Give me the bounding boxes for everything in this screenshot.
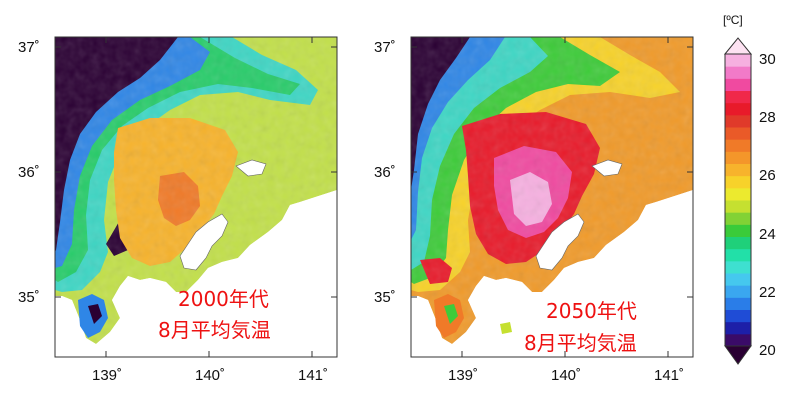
colorbar-cell: [725, 114, 751, 128]
x-axis: [105, 37, 313, 357]
x-tick-label: 141˚: [654, 367, 684, 384]
x-axis: [461, 37, 669, 357]
colorbar-cell: [725, 224, 751, 237]
colorbar-cell: [725, 139, 751, 152]
lake: [591, 159, 623, 177]
colorbar-unit-label: [ºC]: [723, 13, 743, 27]
map-caption-period: 2050年代: [546, 299, 637, 323]
colorbar-cell: [725, 175, 751, 189]
colorbar-cell: [725, 102, 751, 116]
map-frame: [54, 36, 338, 358]
colorbar-cell: [725, 236, 751, 250]
y-tick-label: 37˚: [18, 39, 40, 56]
colorbar-label: 22: [759, 284, 776, 301]
colorbar-cell: [725, 66, 751, 79]
map-caption-title: 8月平均気温: [524, 331, 637, 355]
x-tick-label: 139˚: [448, 367, 478, 384]
x-tick-label: 141˚: [298, 367, 328, 384]
colorbar: [ºC] 30 28 26 24 22 20: [723, 13, 776, 365]
colorbar-cells: [725, 54, 751, 347]
colorbar-cell: [725, 54, 751, 67]
lake: [235, 159, 267, 177]
colorbar-cell: [725, 212, 751, 225]
y-tick-label: 37˚: [374, 39, 396, 56]
colorbar-label: 28: [759, 109, 776, 126]
colorbar-cell: [725, 321, 751, 335]
colorbar-cell: [725, 90, 751, 104]
tokyo-bay: [179, 213, 229, 271]
colorbar-cell: [725, 285, 751, 298]
colorbar-cell: [725, 297, 751, 310]
y-axis: [411, 46, 693, 298]
y-tick-label: 36˚: [18, 164, 40, 181]
tokyo-bay: [535, 213, 585, 271]
y-tick-label: 35˚: [18, 289, 40, 306]
colorbar-min-arrow: [724, 345, 752, 365]
colorbar-frame: [724, 53, 752, 347]
colorbar-label: 20: [759, 342, 776, 359]
colorbar-label: 24: [759, 226, 776, 243]
izu-peninsula-core: [88, 304, 102, 324]
sea-area: [55, 190, 337, 357]
colorbar-cell: [725, 78, 751, 91]
colorbar-cell: [725, 248, 751, 262]
colorbar-max-arrow: [723, 37, 753, 55]
colorbar-cell: [725, 151, 751, 164]
colorbar-cell: [725, 273, 751, 286]
x-tick-label: 139˚: [92, 367, 122, 384]
colorbar-cell: [725, 163, 751, 177]
colorbar-cell: [725, 127, 751, 140]
colorbar-label: 26: [759, 167, 776, 184]
map-frame: [410, 36, 694, 358]
y-tick-label: 35˚: [374, 289, 396, 306]
map-2000s: 37˚ 36˚ 35˚ 139˚ 140˚ 141˚ 2000年代 8月平均気温: [18, 36, 338, 384]
izu-peninsula-core: [444, 304, 458, 324]
colorbar-cell: [725, 333, 751, 347]
colorbar-cell: [725, 260, 751, 274]
island: [500, 322, 512, 334]
sea-area: [411, 190, 693, 357]
map-caption-title: 8月平均気温: [158, 318, 271, 342]
map-2050s: 37˚ 36˚ 35˚ 139˚ 140˚ 141˚ 2050年代 8月平均気温: [374, 36, 694, 384]
colorbar-label: 30: [759, 51, 776, 68]
y-axis: [55, 46, 337, 298]
map-caption-period: 2000年代: [178, 287, 269, 311]
x-tick-label: 140˚: [195, 367, 225, 384]
colorbar-cell: [725, 309, 751, 323]
x-tick-label: 140˚: [551, 367, 581, 384]
colorbar-cell: [725, 187, 751, 201]
y-tick-label: 36˚: [374, 164, 396, 181]
colorbar-cell: [725, 200, 751, 213]
